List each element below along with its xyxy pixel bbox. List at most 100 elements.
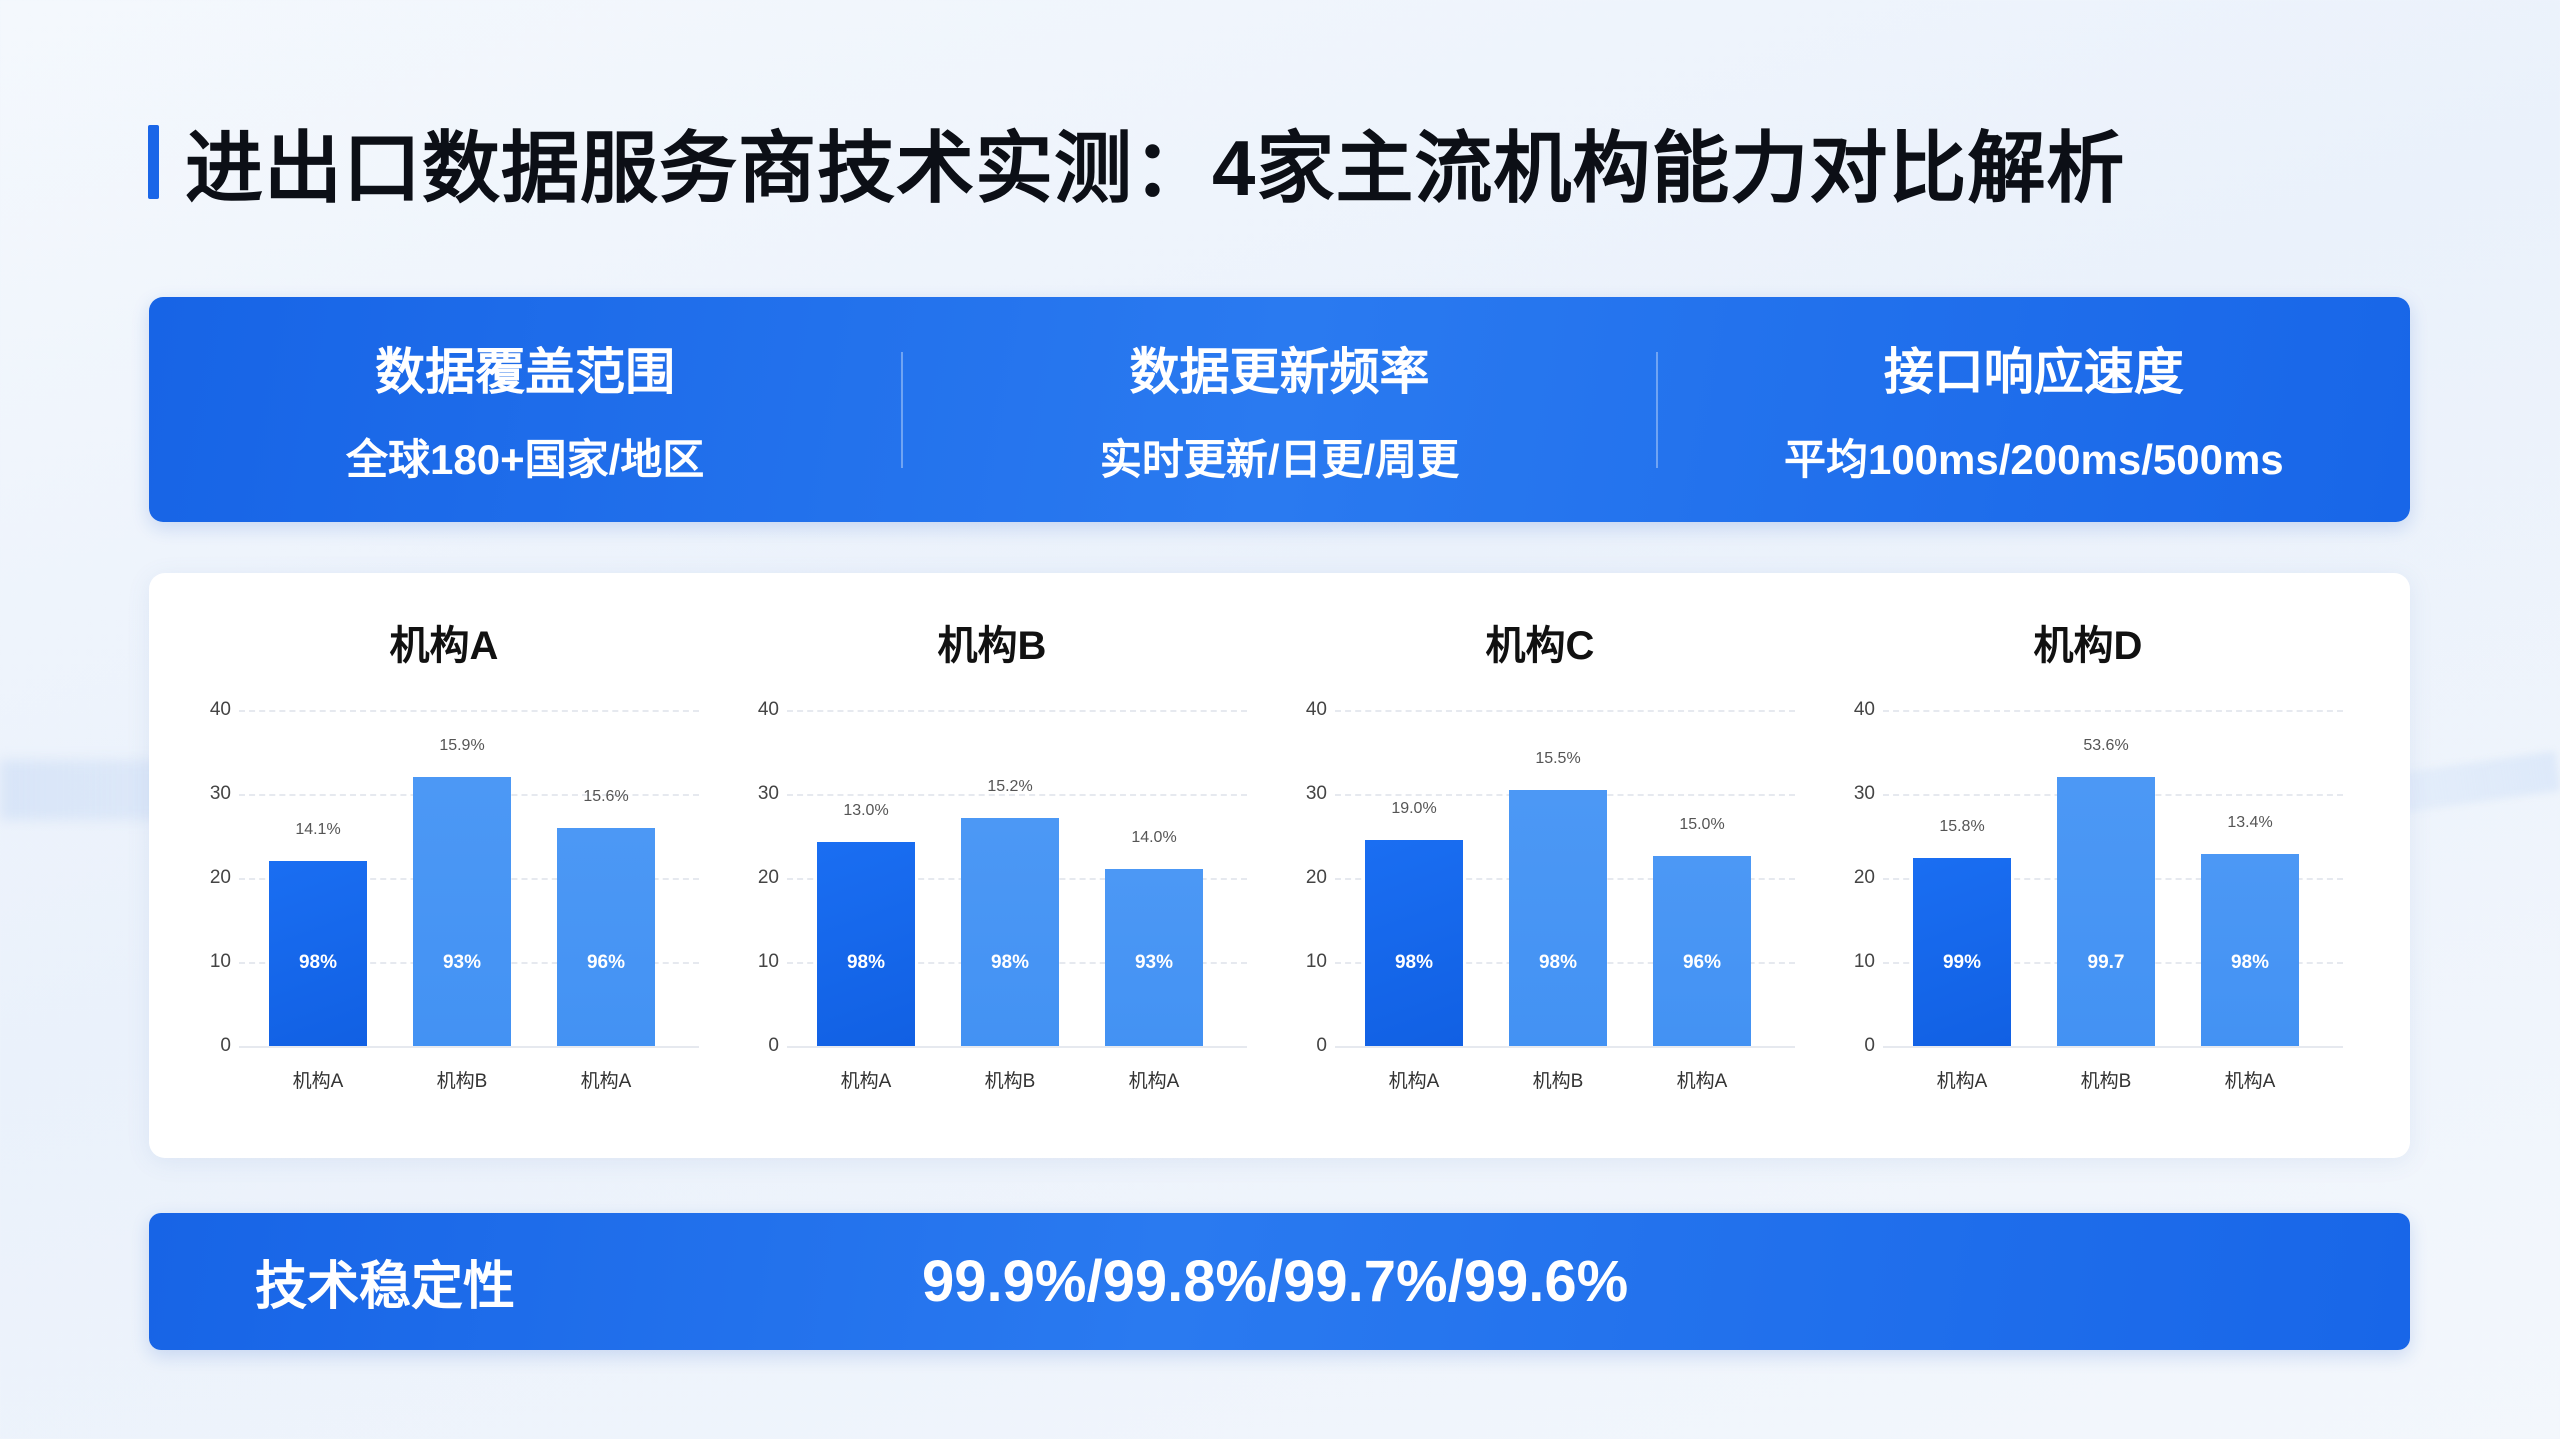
y-tick-label: 30 [757,783,779,804]
metric-update-frequency: 数据更新频率 实时更新/日更/周更 [903,297,1655,522]
metric-coverage: 数据覆盖范围 全球180+国家/地区 [149,297,901,522]
metric-value: 平均100ms/200ms/500ms [1783,436,2284,483]
divider [901,351,904,468]
plot-area: 0 10 20 30 40 15.8% 99% 机构A 53.6% 99.7 机构B 13.4% 98%… [1854,699,2343,1092]
gridline [1883,710,2343,712]
page-title: 进出口数据服务商技术实测：4家主流机构能力对比解析 [185,124,2126,212]
bar-value-label: 53.6% [2083,737,2129,755]
metric-value: 实时更新/日更/周更 [1099,436,1460,483]
gridline [787,794,1247,796]
bar-value-label: 15.5% [1535,749,1581,767]
y-tick-label: 40 [1305,699,1327,720]
chart-title: 机构A [389,624,499,668]
stability-value: 99.9%/99.8%/99.7%/99.6% [922,1249,1629,1314]
bar-inner-label: 93% [442,952,482,973]
y-tick-label: 10 [1853,951,1875,972]
bar-value-label: 14.0% [1131,828,1177,846]
y-tick-label: 10 [1305,951,1327,972]
bar-value-label: 15.6% [583,787,629,805]
bar-inner-label: 98% [846,952,886,973]
bar: 15.6% 96% [557,788,655,1046]
x-axis-line [1335,1046,1795,1048]
chart-title: 机构B [937,624,1047,668]
bar: 19.0% 98% [1365,800,1463,1046]
divider [1655,351,1658,468]
x-axis-line [239,1046,699,1048]
gridline [787,710,1247,712]
y-tick-label: 30 [1305,783,1327,804]
bar-inner-label: 99% [1942,952,1982,973]
bar: 15.0% 96% [1653,816,1751,1046]
plot-area: 0 10 20 30 40 14.1% 98% 机构A 15.9% 93% 机构B 15.6% 96% 机… [210,699,699,1092]
stability-band: 技术稳定性 99.9%/99.8%/99.7%/99.6% [149,1213,2410,1350]
metric-title: 接口响应速度 [1883,344,2184,400]
bar-inner-label: 98% [298,952,338,973]
bar-value-label: 15.2% [987,777,1033,795]
bar: 15.5% 98% [1509,750,1607,1046]
x-tick-label: 机构A [1388,1071,1440,1092]
bar-chart: 机构A 0 10 20 30 40 14.1% 98% 机构A 15.9% 93% 机构B 15.6% 9… [169,573,719,1158]
bar-value-label: 14.1% [295,821,341,839]
bar-inner-label: 98% [2230,952,2270,973]
y-tick-label: 30 [1853,783,1875,804]
bar-value-label: 15.9% [439,737,485,755]
x-tick-label: 机构A [1676,1071,1728,1092]
bar-chart: 机构B 0 10 20 30 40 13.0% 98% 机构A 15.2% 98% 机构B 14.0% 9… [717,573,1267,1158]
x-tick-label: 机构B [984,1071,1036,1092]
title-accent-bar [148,125,159,199]
gridline [239,710,699,712]
y-tick-label: 0 [1316,1035,1327,1056]
bar-inner-label: 96% [1682,952,1722,973]
bar-value-label: 13.0% [843,801,889,819]
bar-inner-label: 98% [1538,952,1578,973]
bar: 15.2% 98% [961,778,1059,1046]
bar: 13.4% 98% [2201,814,2299,1046]
y-tick-label: 0 [768,1035,779,1056]
y-tick-label: 40 [1853,699,1875,720]
x-tick-label: 机构A [292,1071,344,1092]
bar-inner-label: 96% [586,952,626,973]
y-tick-label: 20 [1853,867,1875,888]
x-axis-line [787,1046,1247,1048]
x-tick-label: 机构A [1128,1071,1180,1092]
plot-area: 0 10 20 30 40 19.0% 98% 机构A 15.5% 98% 机构B 15.0% 96% 机… [1306,699,1795,1092]
x-tick-label: 机构A [580,1071,632,1092]
y-tick-label: 20 [757,867,779,888]
bar-inner-label: 93% [1134,952,1174,973]
bar-inner-label: 98% [990,952,1030,973]
metric-response-speed: 接口响应速度 平均100ms/200ms/500ms [1658,297,2410,522]
metrics-band: 数据覆盖范围 全球180+国家/地区 数据更新频率 实时更新/日更/周更 接口响… [149,297,2410,522]
x-tick-label: 机构B [1532,1071,1584,1092]
bar-chart: 机构C 0 10 20 30 40 19.0% 98% 机构A 15.5% 98% 机构B 15.0% 9… [1265,573,1815,1158]
x-tick-label: 机构B [2080,1071,2132,1092]
bar: 53.6% 99.7 [2057,737,2155,1046]
y-tick-label: 20 [209,867,231,888]
bar-value-label: 15.8% [1939,817,1985,835]
bar-value-label: 15.0% [1679,816,1725,834]
metric-title: 数据覆盖范围 [375,344,676,400]
x-tick-label: 机构A [2224,1071,2276,1092]
y-tick-label: 0 [220,1035,231,1056]
bar-inner-label: 98% [1394,952,1434,973]
bar: 13.0% 98% [817,802,915,1046]
x-tick-label: 机构B [436,1071,488,1092]
bar-inner-label: 99.7 [2087,952,2125,973]
plot-area: 0 10 20 30 40 13.0% 98% 机构A 15.2% 98% 机构B 14.0% 93% 机… [758,699,1247,1092]
charts-card: 机构A 0 10 20 30 40 14.1% 98% 机构A 15.9% 93% 机构B 15.6% 9… [149,573,2410,1158]
y-tick-label: 40 [757,699,779,720]
bar-chart: 机构D 0 10 20 30 40 15.8% 99% 机构A 53.6% 99.7 机构B 13.4%… [1813,573,2363,1158]
metric-value: 全球180+国家/地区 [346,436,705,483]
y-tick-label: 10 [209,951,231,972]
bar-value-label: 19.0% [1391,800,1437,818]
bar: 14.0% 93% [1105,829,1203,1046]
x-tick-label: 机构A [840,1071,892,1092]
title-row: 进出口数据服务商技术实测：4家主流机构能力对比解析 [148,112,2125,212]
y-tick-label: 40 [209,699,231,720]
metric-title: 数据更新频率 [1129,344,1430,400]
y-tick-label: 20 [1305,867,1327,888]
gridline [1335,710,1795,712]
chart-title: 机构C [1485,624,1595,668]
bar-value-label: 13.4% [2227,813,2273,831]
bar: 15.9% 93% [413,737,511,1046]
y-tick-label: 10 [757,951,779,972]
